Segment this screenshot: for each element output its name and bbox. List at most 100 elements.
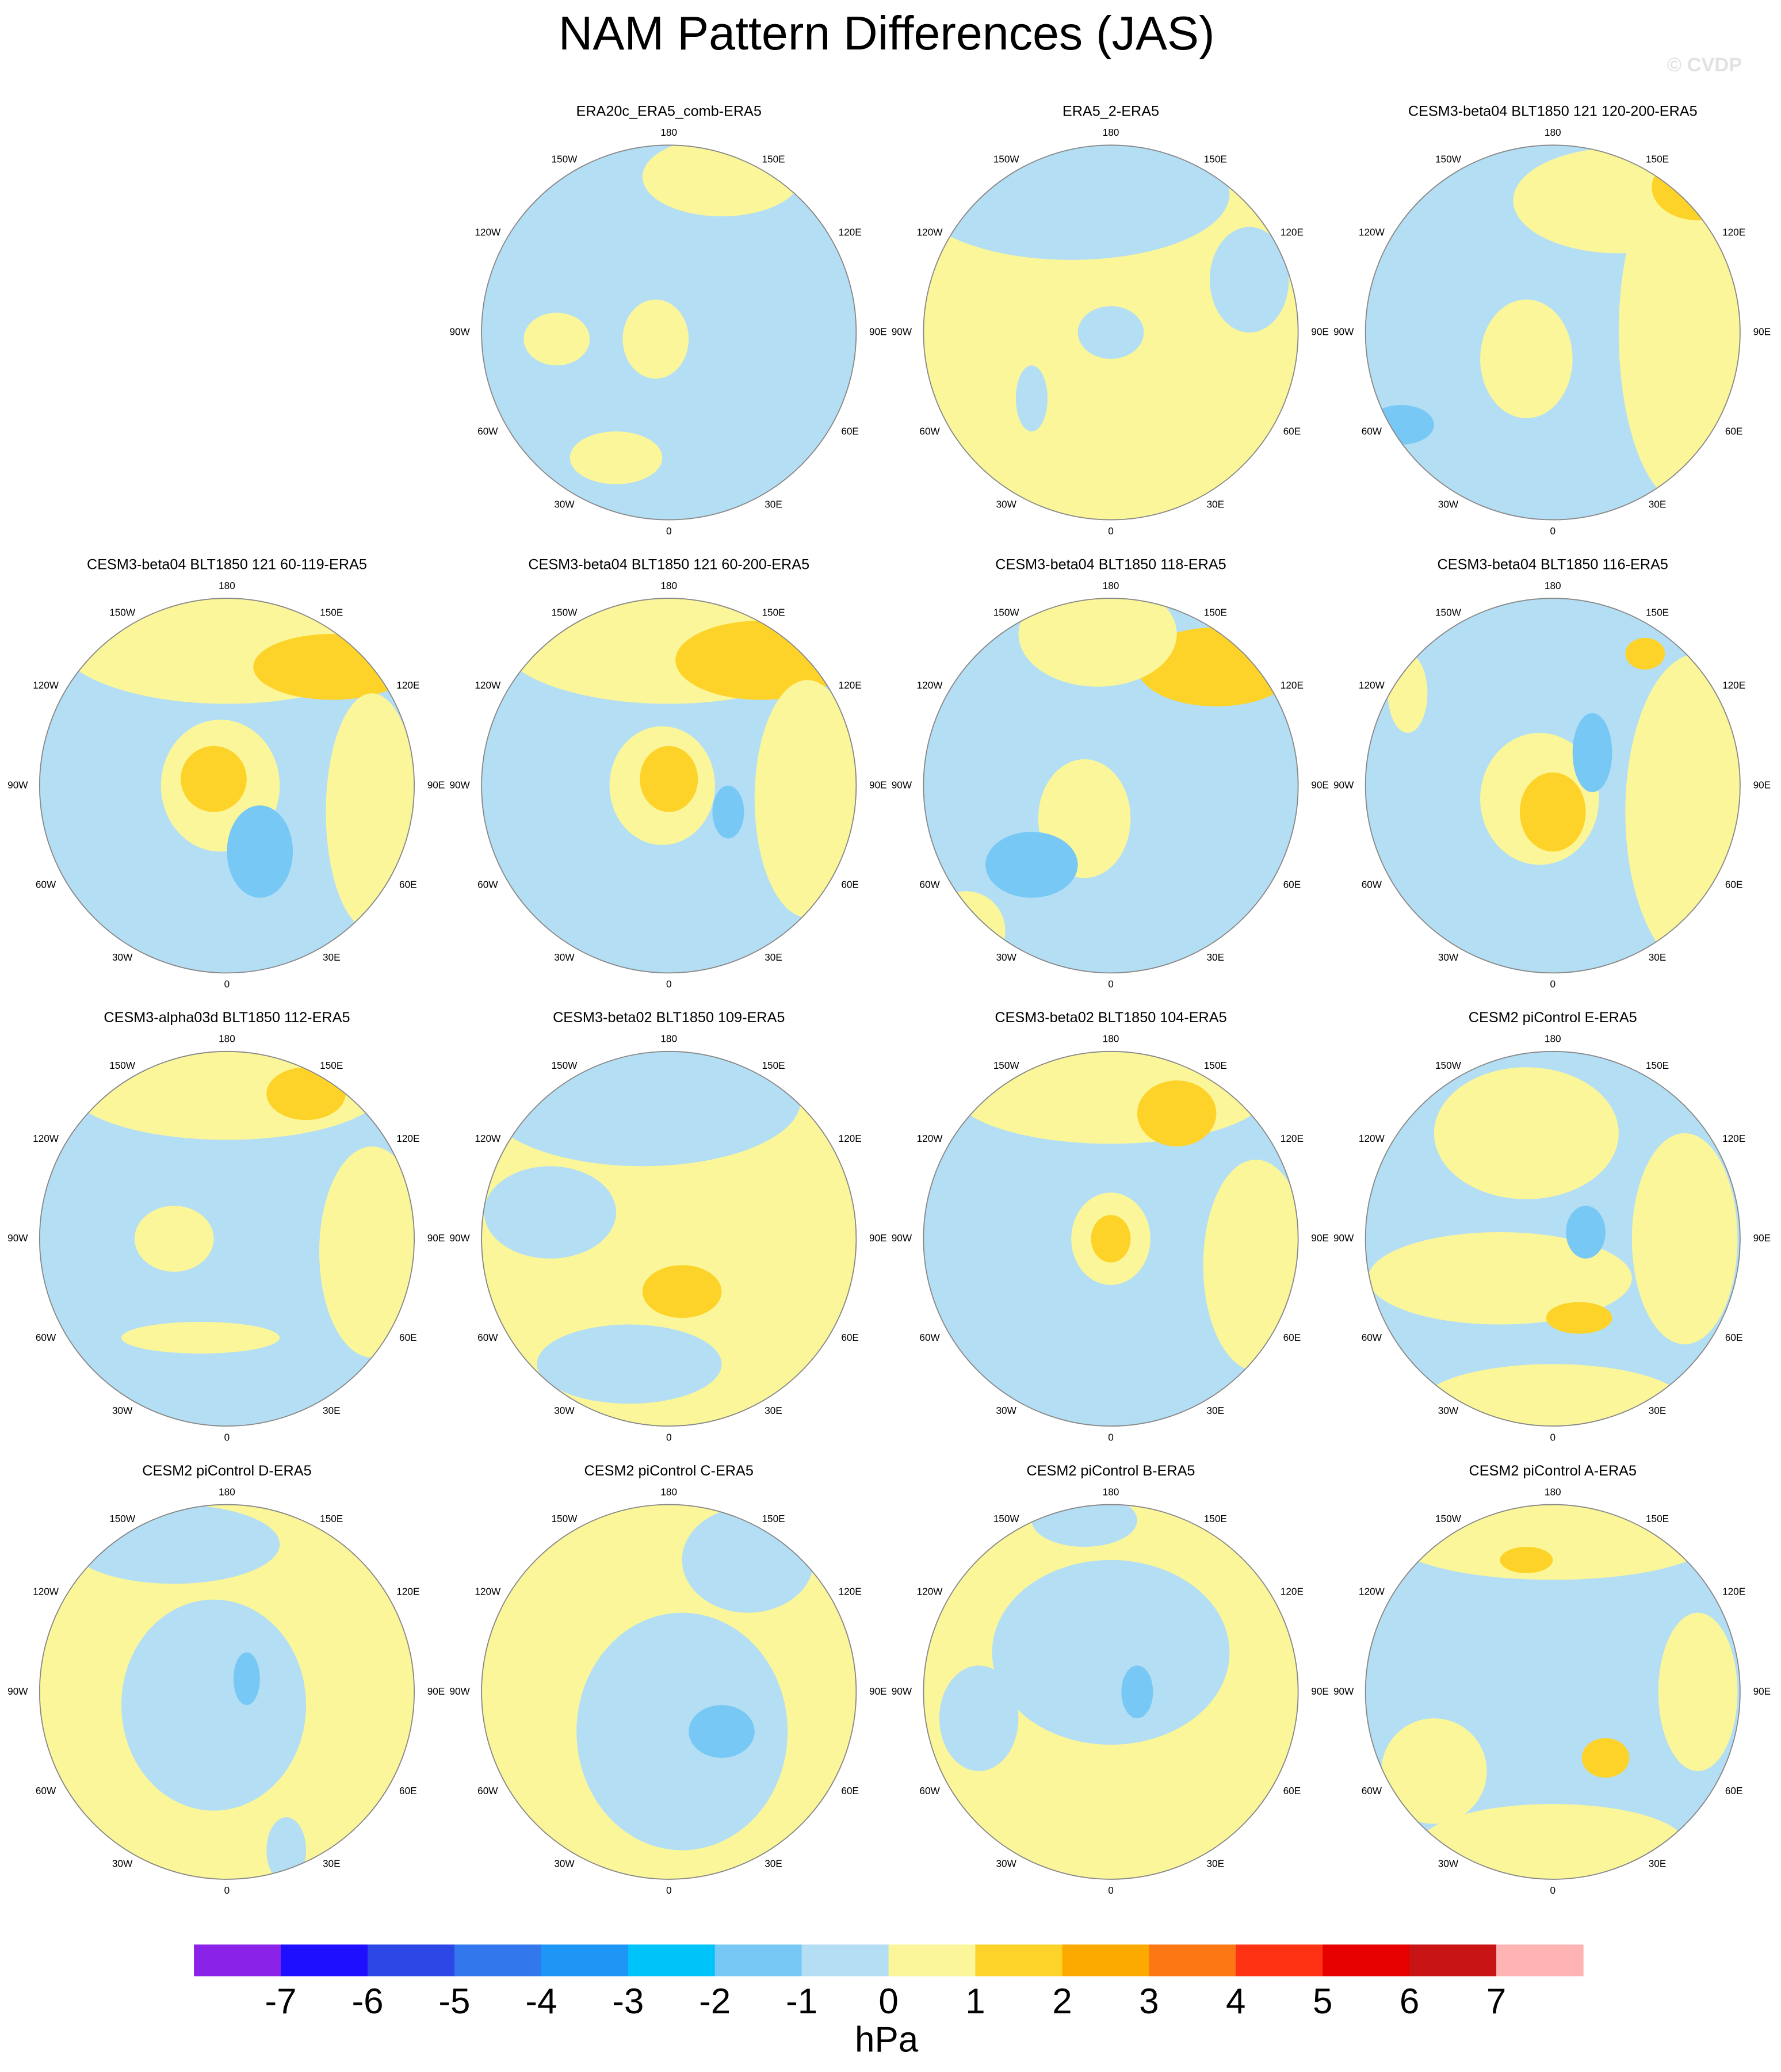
longitude-label: 60W [36,878,56,890]
anomaly-region [939,1665,1019,1771]
longitude-label: 150E [320,606,343,618]
longitude-label: 150E [1204,1513,1227,1524]
longitude-label: 90E [1311,1232,1329,1244]
map-field [68,1504,307,1879]
panel-title: CESM3-beta02 BLT1850 109-ERA5 [553,1010,785,1026]
map-outline [923,1504,1299,1880]
longitude-label: 150E [762,1060,785,1071]
anomaly-region [952,1051,1270,1144]
panel-title: CESM2 piControl A-ERA5 [1469,1463,1637,1479]
colorbar-box [1496,1944,1584,1977]
panel-title: CESM3-beta04 BLT1850 121 120-200-ERA5 [1408,104,1698,120]
longitude-label: 60W [1362,426,1382,437]
longitude-label: 90E [1753,1232,1771,1244]
longitude-label: 90W [7,779,28,790]
colorbar-label: -3 [612,1982,644,2021]
anomaly-region [1625,637,1665,670]
map-panel: CESM3-beta02 BLT1850 109-ERA5 0 30E 60E 90E 1… [449,1010,886,1443]
colorbar-label: 3 [1139,1982,1159,2021]
colorbar-box [1236,1944,1323,1977]
map-field [556,1507,814,1851]
longitude-label: 60E [841,426,859,437]
longitude-label: 150E [1646,1513,1669,1524]
colorbar-box [367,1944,455,1977]
longitude-label: 90E [1753,1685,1771,1697]
longitude-label: 60W [36,1785,56,1796]
longitude-label: 90E [1311,326,1329,338]
longitude-label: 90E [869,326,887,338]
map-panel: CESM2 piControl C-ERA5 0 30E 60E 90E 120E 150E… [449,1463,886,1896]
longitude-label: 30W [996,498,1017,510]
longitude-label: 30W [112,951,133,963]
map-outline [923,144,1299,521]
longitude-label: 150W [1435,606,1462,618]
longitude-label: 120E [1722,1133,1745,1144]
anomaly-region [537,1324,722,1404]
colorbar-label: 1 [965,1982,985,2021]
longitude-label: 90E [427,1685,445,1697]
panel-title: CESM3-beta04 BLT1850 121 60-200-ERA5 [528,556,809,572]
anomaly-region [134,1206,214,1272]
anomaly-region [68,1051,385,1140]
longitude-label: 120W [1359,1586,1385,1597]
map-outline [39,598,415,974]
longitude-label: 120W [475,679,501,691]
longitude-label: 90E [1753,326,1771,338]
longitude-label: 30E [1649,1405,1667,1416]
map-panel: CESM2 piControl B-ERA5 0 30E 60E 90E 120E 150E… [892,1463,1329,1896]
anomaly-region [754,680,857,918]
panel-title: CESM3-beta02 BLT1850 104-ERA5 [995,1010,1226,1026]
colorbar-box [194,1944,281,1977]
longitude-label: 180 [660,1033,677,1045]
map-outline [481,1050,857,1427]
longitude-label: 60E [1283,878,1301,890]
longitude-label: 30W [112,1405,133,1416]
anomaly-region [1381,1718,1487,1824]
longitude-label: 0 [1550,1884,1555,1896]
colorbar-label: 7 [1486,1982,1506,2021]
longitude-label: 180 [1103,580,1119,591]
longitude-label: 120W [1359,226,1385,238]
longitude-label: 0 [224,978,230,990]
anomaly-region [689,1705,755,1758]
anomaly-region [1420,1804,1685,1879]
map-panel: CESM2 piControl D-ERA5 0 30E 60E 90E 120E 150E… [7,1463,445,1896]
longitude-label: 60E [841,1785,859,1796]
longitude-label: 60E [1725,878,1743,890]
longitude-label: 60E [399,1785,417,1796]
anomaly-region [1625,653,1740,970]
longitude-label: 0 [666,525,672,537]
longitude-label: 150E [320,1513,343,1524]
longitude-label: 60E [399,1332,417,1343]
longitude-label: 90W [7,1685,28,1697]
longitude-label: 0 [1550,978,1555,990]
longitude-label: 150E [1204,1060,1227,1071]
longitude-label: 150E [762,1513,785,1524]
longitude-label: 0 [1108,1884,1114,1896]
longitude-label: 90W [1333,1685,1354,1697]
longitude-label: 90W [449,779,470,790]
longitude-label: 120W [33,1586,59,1597]
anomaly-region [682,1507,814,1613]
anomaly-region [1572,713,1612,793]
longitude-label: 30E [323,951,341,963]
panel-title: CESM2 piControl D-ERA5 [142,1463,311,1479]
longitude-label: 60W [1362,1785,1382,1796]
anomaly-region [622,299,689,379]
panel-title: CESM3-alpha03d BLT1850 112-ERA5 [104,1010,350,1026]
map-outline [923,598,1299,974]
longitude-label: 30W [996,1405,1017,1416]
map-outline [481,144,857,521]
longitude-label: 150W [551,1060,578,1071]
colorbar-box [1062,1944,1150,1977]
map-outline [481,1504,857,1880]
longitude-label: 150E [762,606,785,618]
longitude-label: 150W [993,1513,1020,1524]
longitude-label: 90E [427,1232,445,1244]
longitude-label: 90W [449,326,470,338]
anomaly-region [1513,147,1725,254]
map-panel: ERA20c_ERA5_comb-ERA5 0 30E 60E 90E 120E 150E 1… [449,104,886,537]
anomaly-region [121,1321,280,1354]
anomaly-region [556,1546,649,1626]
longitude-label: 90W [449,1232,470,1244]
